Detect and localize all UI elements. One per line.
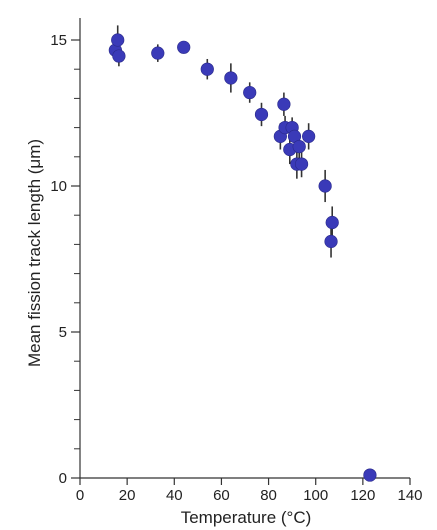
data-point xyxy=(294,157,309,171)
data-point xyxy=(277,97,291,111)
data-point xyxy=(177,40,191,54)
y-tick-label: 15 xyxy=(50,32,67,49)
data-point xyxy=(243,85,257,100)
x-tick-label: 0 xyxy=(76,487,84,504)
data-point xyxy=(254,107,269,122)
axes xyxy=(79,18,410,479)
data-point xyxy=(151,46,165,60)
data-point xyxy=(111,33,125,47)
x-tick-label: 20 xyxy=(119,487,136,504)
x-tick-label: 120 xyxy=(350,487,375,504)
data-point xyxy=(318,179,332,193)
y-tick-label: 0 xyxy=(59,470,67,487)
x-tick-label: 80 xyxy=(260,487,277,504)
x-tick-label: 140 xyxy=(397,487,422,504)
data-point xyxy=(112,49,126,63)
y-tick-label: 10 xyxy=(50,178,67,195)
x-tick-label: 100 xyxy=(303,487,328,504)
data-points xyxy=(108,33,377,482)
data-point xyxy=(292,139,306,154)
data-point xyxy=(324,234,338,249)
ticks: 0 5 10 15 0 20 40 60 80 100 120 140 xyxy=(50,32,422,504)
x-tick-label: 40 xyxy=(166,487,183,504)
y-tick-label: 5 xyxy=(59,324,67,341)
data-point xyxy=(363,468,377,482)
x-tick-label: 60 xyxy=(213,487,230,504)
x-axis-title: Temperature (°C) xyxy=(181,508,312,527)
data-point xyxy=(302,129,316,143)
data-point xyxy=(325,215,339,230)
data-point xyxy=(200,62,214,76)
data-point xyxy=(224,71,238,85)
y-axis-title: Mean fission track length (μm) xyxy=(25,139,44,367)
